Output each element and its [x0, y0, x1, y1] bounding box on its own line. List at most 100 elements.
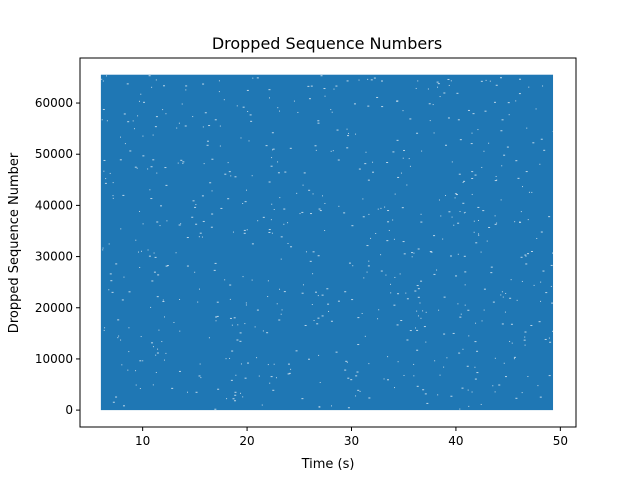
data-gap: [304, 324, 307, 326]
data-gap: [500, 294, 502, 296]
data-gap: [539, 163, 541, 165]
data-gap: [423, 326, 426, 328]
data-gap: [457, 303, 459, 305]
data-gap: [209, 182, 212, 184]
data-gap: [468, 335, 470, 337]
data-gap: [443, 92, 446, 94]
data-gap: [346, 80, 349, 82]
data-gap: [317, 317, 320, 319]
x-tick-label: 30: [344, 434, 359, 448]
data-gap: [227, 162, 229, 164]
data-gap: [467, 309, 470, 311]
data-gap: [307, 85, 310, 87]
data-series-dropped-points: [100, 74, 554, 411]
data-gap: [281, 309, 283, 311]
data-gap: [438, 199, 440, 201]
data-gap: [120, 339, 122, 341]
data-gap: [106, 75, 108, 77]
data-gap: [551, 302, 554, 304]
data-gap: [331, 111, 333, 113]
data-gap: [356, 371, 359, 373]
data-gap: [211, 190, 213, 192]
data-gap: [448, 84, 450, 86]
data-gap: [275, 377, 277, 379]
data-gap: [462, 181, 464, 183]
data-gap: [446, 357, 448, 359]
data-gap: [206, 144, 209, 146]
x-axis-label: Time (s): [301, 457, 355, 472]
data-gap: [444, 144, 447, 146]
data-gap: [492, 301, 495, 303]
data-gap: [426, 402, 429, 404]
data-gap: [513, 356, 516, 358]
data-gap: [501, 119, 504, 121]
data-gap: [500, 130, 503, 132]
data-gap: [503, 362, 505, 364]
data-gap: [108, 289, 110, 291]
data-gap: [150, 198, 153, 200]
data-gap: [223, 99, 225, 101]
data-gap: [454, 193, 457, 195]
data-gap: [185, 89, 187, 91]
data-gap: [277, 161, 279, 163]
data-gap: [246, 189, 248, 191]
data-gap: [310, 213, 313, 215]
data-gap: [270, 376, 273, 378]
data-gap: [548, 337, 550, 339]
data-gap: [359, 390, 361, 392]
data-gap: [142, 223, 144, 225]
data-gap: [158, 329, 160, 331]
data-gap: [475, 242, 478, 244]
data-gap: [287, 373, 290, 375]
data-gap: [272, 149, 274, 151]
data-gap: [242, 276, 244, 278]
data-gap: [530, 324, 533, 326]
data-gap: [540, 300, 542, 302]
data-gap: [488, 226, 491, 228]
data-gap: [414, 290, 417, 292]
data-gap: [505, 292, 507, 294]
data-gap: [467, 389, 469, 391]
data-gap: [214, 408, 217, 410]
data-gap: [387, 221, 390, 223]
data-gap: [128, 327, 130, 329]
data-gap: [402, 157, 404, 159]
data-gap: [458, 173, 461, 175]
data-gap: [197, 301, 199, 303]
data-gap: [419, 302, 421, 304]
data-gap: [284, 171, 287, 173]
data-gap: [318, 208, 321, 210]
data-gap: [367, 78, 369, 80]
data-gap: [280, 313, 282, 315]
data-gap: [279, 197, 281, 199]
data-gap: [245, 302, 247, 304]
data-gap: [535, 108, 537, 110]
data-gap: [178, 370, 181, 372]
data-gap: [368, 397, 371, 399]
data-gap: [109, 273, 112, 275]
data-gap: [312, 273, 314, 275]
data-gap: [429, 251, 432, 253]
data-gap: [151, 342, 154, 344]
data-gap: [336, 129, 339, 131]
data-gap: [413, 252, 415, 254]
data-gap: [239, 340, 242, 342]
data-gap: [347, 407, 350, 409]
data-gap: [459, 408, 461, 410]
data-gap: [457, 222, 460, 224]
data-gap: [530, 250, 533, 252]
data-gap: [548, 375, 551, 377]
data-gap: [234, 394, 237, 396]
data-gap: [476, 350, 479, 352]
data-gap: [519, 221, 522, 223]
data-gap: [417, 248, 420, 250]
data-gap: [123, 276, 125, 278]
data-gap: [477, 206, 480, 208]
data-gap: [490, 272, 493, 274]
data-gap: [272, 389, 275, 391]
data-gap: [151, 280, 154, 282]
data-gap: [443, 296, 446, 298]
data-gap: [268, 181, 271, 183]
data-gap: [454, 197, 456, 199]
data-gap: [515, 397, 518, 399]
